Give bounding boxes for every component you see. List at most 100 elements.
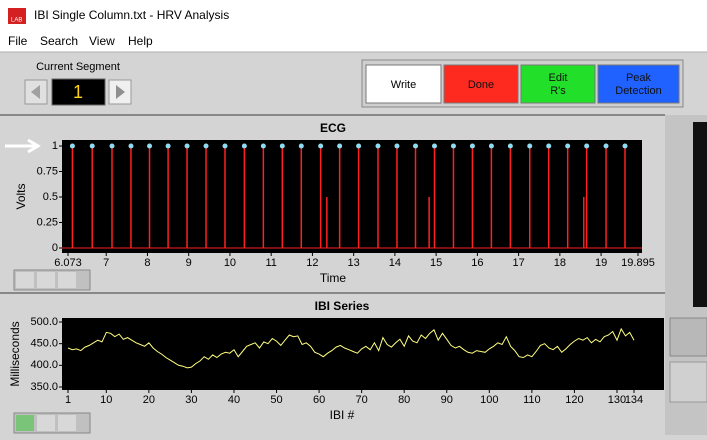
y-axis-label: Milliseconds: [8, 321, 22, 386]
x-tick-label: 13: [348, 257, 360, 269]
r-peak-marker: [279, 143, 285, 149]
x-tick-label: 100: [480, 394, 498, 406]
r-peak-marker: [488, 143, 494, 149]
cursor-tool[interactable]: [16, 272, 34, 288]
menu-item[interactable]: View: [89, 34, 115, 48]
button-label: Edit R's: [549, 72, 568, 97]
pan-tool[interactable]: [58, 415, 76, 431]
y-tick-label: 1: [52, 140, 58, 152]
button-label: Done: [468, 79, 494, 91]
y-tick-label: 400.0: [30, 359, 58, 371]
r-peak-marker: [69, 143, 75, 149]
plot-area: [62, 140, 642, 253]
r-peak-marker: [450, 143, 456, 149]
r-peak-marker: [318, 143, 324, 149]
x-tick-label: 17: [512, 257, 524, 269]
menu-item[interactable]: File: [8, 34, 28, 48]
next-arrow: [116, 85, 125, 99]
x-tick-label: 130: [608, 394, 626, 406]
x-tick-label: 11: [265, 257, 276, 269]
x-tick-label: 1: [65, 394, 71, 406]
button[interactable]: [365, 64, 442, 104]
x-tick-label: 120: [565, 394, 583, 406]
x-tick-label: 70: [356, 394, 368, 406]
app-icon: [8, 8, 26, 24]
x-axis-label: IBI #: [330, 408, 355, 422]
segment-label: Current Segment: [36, 61, 120, 73]
prev-arrow: [31, 85, 40, 99]
x-tick-label: 18: [554, 257, 566, 269]
r-peak-marker: [356, 143, 362, 149]
r-peak-marker: [203, 143, 209, 149]
title-bar: [0, 0, 707, 32]
side-display: [693, 122, 707, 307]
r-peak-marker: [565, 143, 571, 149]
x-tick-label: 19.895: [621, 257, 655, 269]
pan-tool[interactable]: [58, 272, 76, 288]
plot-area: [62, 318, 664, 390]
chart-title: IBI Series: [315, 299, 370, 313]
r-peak-marker: [413, 143, 419, 149]
r-peak-marker: [109, 143, 115, 149]
x-tick-label: 12: [306, 257, 318, 269]
r-peak-marker: [241, 143, 247, 149]
x-tick-label: 40: [228, 394, 240, 406]
r-peak-marker: [260, 143, 266, 149]
x-tick-label: 6.073: [54, 257, 82, 269]
r-peak-marker: [527, 143, 533, 149]
r-peak-marker: [222, 143, 228, 149]
y-tick-label: 0.5: [43, 191, 58, 203]
segment-value: 1: [73, 82, 83, 102]
r-peak-marker: [337, 143, 343, 149]
cursor-tool[interactable]: [16, 415, 34, 431]
side-box: [669, 317, 707, 357]
r-peak-marker: [89, 143, 95, 149]
r-peak-marker: [546, 143, 552, 149]
zoom-tool[interactable]: [37, 272, 55, 288]
x-tick-label: 134: [625, 394, 643, 406]
x-tick-label: 110: [523, 394, 541, 406]
segment-display: [51, 78, 106, 106]
r-peak-marker: [469, 143, 475, 149]
chart-title: ECG: [320, 121, 346, 135]
x-tick-label: 10: [224, 257, 236, 269]
r-peak-marker: [184, 143, 190, 149]
y-tick-label: 500.0: [30, 316, 58, 328]
r-peak-marker: [622, 143, 628, 149]
x-tick-label: 80: [398, 394, 410, 406]
r-peak-marker: [394, 143, 400, 149]
x-tick-label: 9: [186, 257, 192, 269]
button[interactable]: [597, 64, 680, 104]
button[interactable]: [443, 64, 519, 104]
x-tick-label: 16: [471, 257, 483, 269]
y-tick-label: 0: [52, 242, 58, 254]
button[interactable]: [520, 64, 596, 104]
x-tick-label: 90: [441, 394, 453, 406]
ibi-line: [67, 327, 635, 369]
window-title: IBI Single Column.txt - HRV Analysis: [34, 8, 229, 22]
side-box: [669, 361, 707, 403]
zoom-tool[interactable]: [37, 415, 55, 431]
x-tick-label: 8: [144, 257, 150, 269]
r-peak-marker: [584, 143, 590, 149]
x-tick-label: 50: [270, 394, 282, 406]
menu-bar: [0, 32, 707, 52]
x-tick-label: 19: [595, 257, 607, 269]
y-tick-label: 0.25: [37, 216, 58, 228]
x-tick-label: 10: [100, 394, 112, 406]
x-tick-label: 60: [313, 394, 325, 406]
menu-item[interactable]: Help: [128, 34, 153, 48]
x-tick-label: 20: [143, 394, 155, 406]
x-axis-label: Time: [320, 271, 347, 285]
x-tick-label: 30: [185, 394, 197, 406]
button-label: Peak Detection: [615, 72, 661, 97]
menu-item[interactable]: Search: [40, 34, 78, 48]
r-peak-marker: [128, 143, 134, 149]
r-peak-marker: [603, 143, 609, 149]
button-label: Write: [391, 79, 416, 91]
x-tick-label: 7: [103, 257, 109, 269]
r-peak-marker: [165, 143, 171, 149]
graph-palette: [13, 269, 91, 434]
x-tick-label: 14: [389, 257, 401, 269]
